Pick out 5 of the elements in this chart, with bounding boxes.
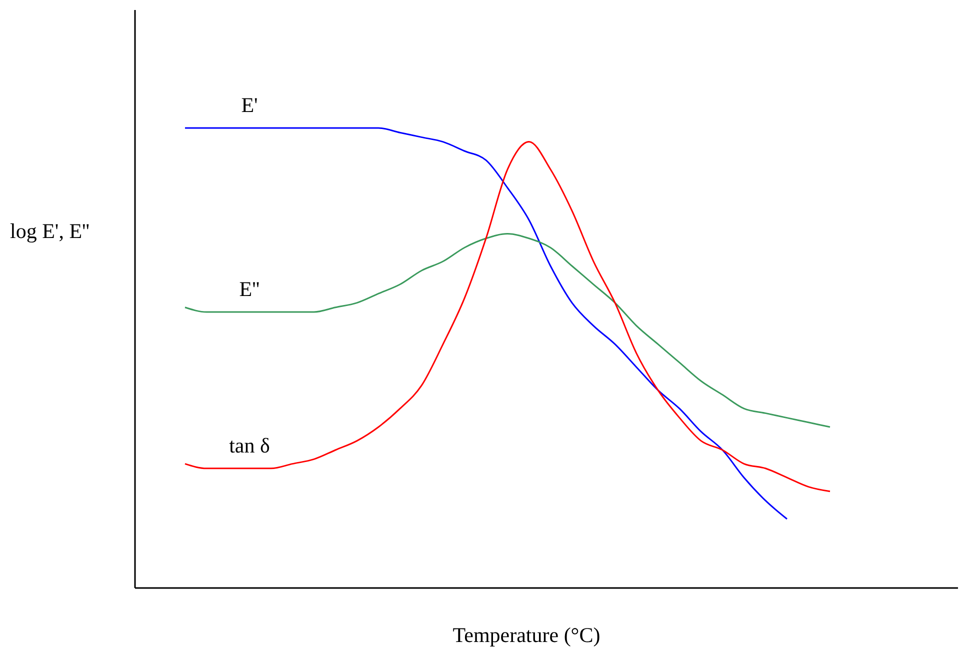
series-label: E' <box>241 93 258 117</box>
y-axis-title: log E', E'' <box>10 219 90 243</box>
series-label: tan δ <box>229 433 270 458</box>
series-label: E'' <box>239 277 260 301</box>
x-axis-title: Temperature (°C) <box>452 623 600 647</box>
